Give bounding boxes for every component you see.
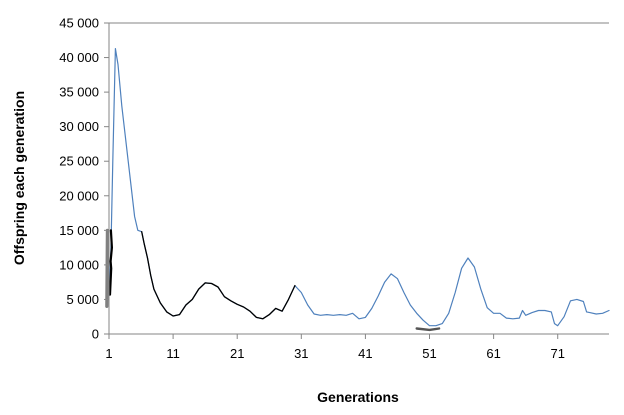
x-tick-label: 1 — [105, 346, 112, 361]
x-tick-label: 71 — [550, 346, 564, 361]
axes — [108, 22, 609, 335]
plot-lines — [105, 47, 610, 332]
series-line-2 — [141, 231, 296, 320]
series-line-4 — [105, 228, 110, 308]
x-axis-ticks: 1 11 21 31 41 51 61 71 — [105, 334, 565, 361]
x-tick-label: 21 — [230, 346, 244, 361]
y-tick-label: 5 000 — [66, 292, 99, 307]
x-tick-label: 31 — [294, 346, 308, 361]
x-tick-label: 11 — [166, 346, 180, 361]
x-tick-label: 51 — [422, 346, 436, 361]
y-tick-label: 40 000 — [59, 50, 99, 65]
x-tick-label: 41 — [358, 346, 372, 361]
series-line-5 — [415, 327, 441, 332]
y-tick-label: 10 000 — [59, 257, 99, 272]
y-tick-label: 0 — [92, 327, 99, 342]
y-tick-label: 45 000 — [59, 16, 99, 31]
x-tick-label: 61 — [486, 346, 500, 361]
x-axis-title: Generations — [317, 389, 399, 405]
y-tick-label: 20 000 — [59, 188, 99, 203]
y-tick-label: 30 000 — [59, 119, 99, 134]
series-line-3 — [108, 229, 114, 296]
y-axis-ticks: 0 5 000 10 000 15 000 20 000 25 000 30 000 35 0… — [59, 16, 109, 342]
y-tick-label: 15 000 — [59, 223, 99, 238]
y-tick-label: 25 000 — [59, 154, 99, 169]
y-axis-title: Offspring each generation — [11, 91, 27, 265]
y-tick-label: 35 000 — [59, 85, 99, 100]
